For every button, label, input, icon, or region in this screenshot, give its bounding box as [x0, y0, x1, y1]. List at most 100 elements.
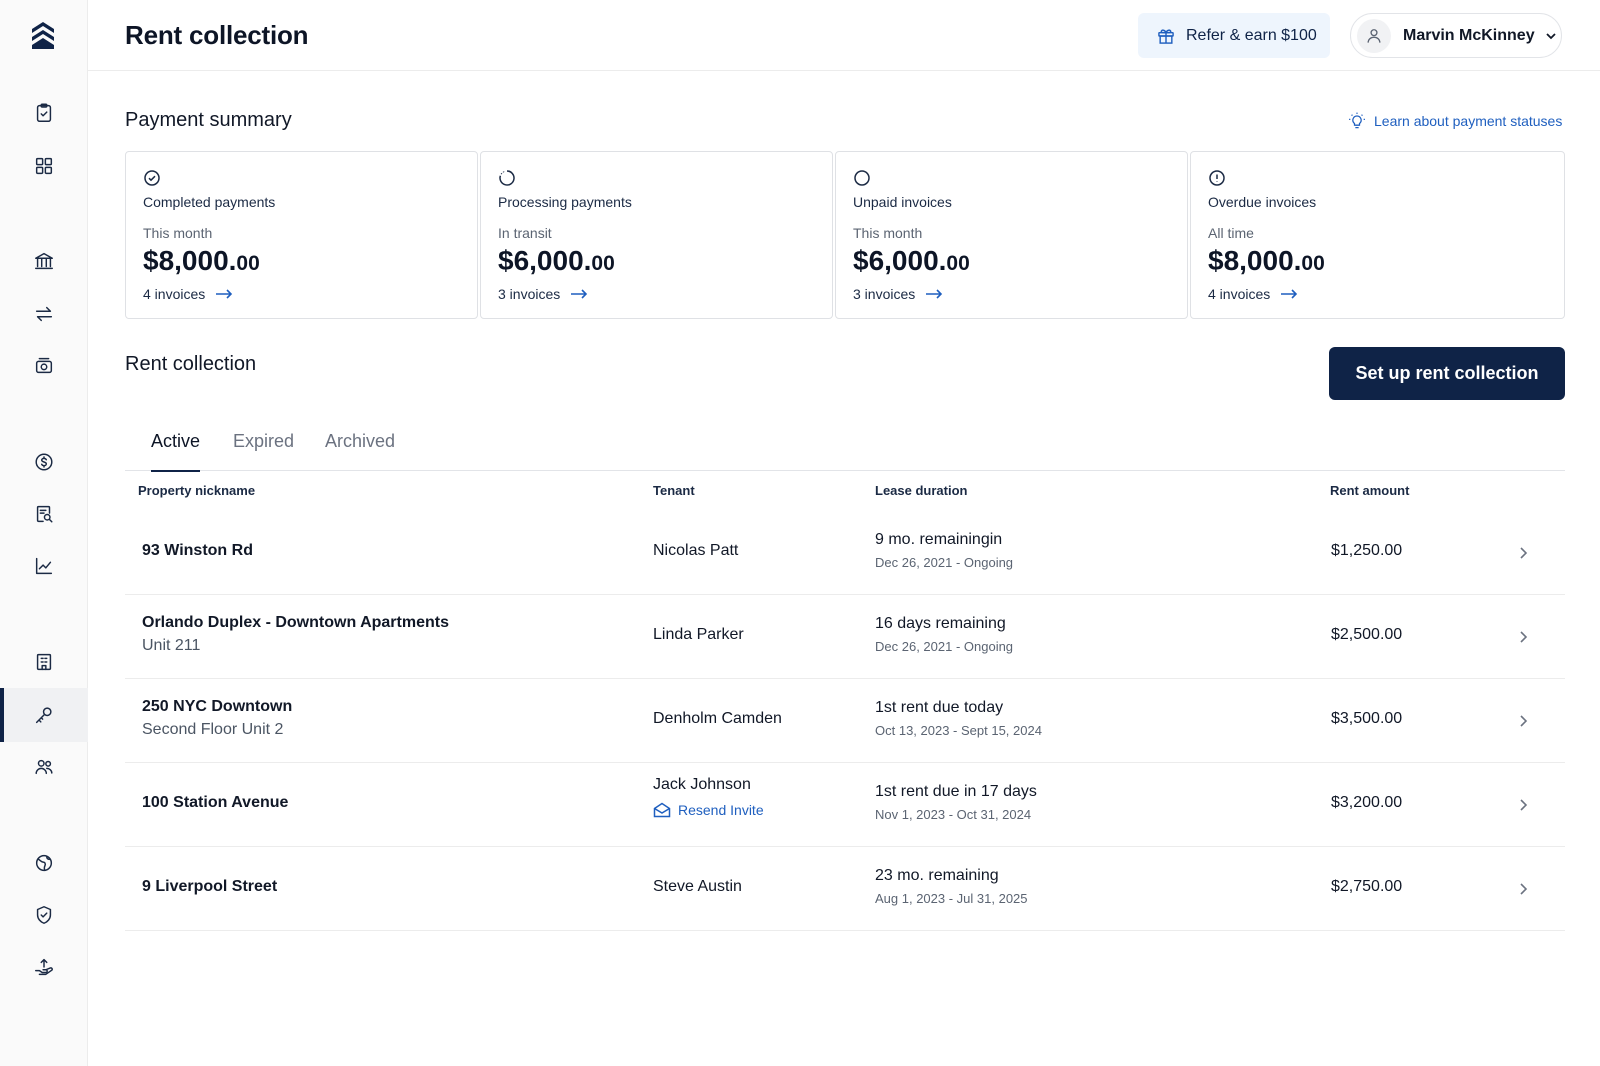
table-row[interactable]: 250 NYC Downtown Second Floor Unit 2 Den… — [125, 679, 1565, 763]
card-period: This month — [853, 225, 923, 241]
tenant-cell: Jack Johnson Resend Invite — [653, 776, 764, 818]
refer-earn-button[interactable]: Refer & earn $100 — [1138, 13, 1330, 58]
chevron-down-icon — [1545, 32, 1556, 39]
property-cell: 100 Station Avenue — [142, 794, 288, 812]
property-cell: Orlando Duplex - Downtown Apartments Uni… — [142, 614, 449, 655]
page-title: Rent collection — [125, 20, 309, 50]
tab-archived[interactable]: Archived — [325, 431, 396, 451]
property-unit: Unit 211 — [142, 637, 201, 654]
check-circle-icon — [144, 170, 160, 186]
card-amount: $6,000.00 — [853, 245, 970, 276]
hand-upload-icon — [35, 958, 53, 976]
learn-payment-statuses-link[interactable]: Learn about payment statuses — [1347, 111, 1562, 131]
lease-cell: 23 mo. remaining Aug 1, 2023 - Jul 31, 2… — [875, 867, 1028, 906]
resend-invite-link[interactable]: Resend Invite — [653, 802, 764, 818]
bank-icon — [35, 252, 53, 270]
card-period: All time — [1208, 225, 1254, 241]
sidebar-item-tenants[interactable] — [0, 740, 88, 794]
avatar — [1357, 18, 1391, 53]
column-header-tenant[interactable]: Tenant — [653, 483, 695, 498]
property-cell: 9 Liverpool Street — [142, 878, 277, 896]
sidebar-item-transfers[interactable] — [0, 287, 88, 341]
card-invoices-link[interactable]: 3 invoices — [498, 286, 588, 302]
lease-cell: 1st rent due today Oct 13, 2023 - Sept 1… — [875, 699, 1042, 738]
rent-amount: $2,500.00 — [1331, 626, 1403, 643]
user-menu-button[interactable]: Marvin McKinney — [1350, 13, 1562, 58]
rent-cell: $2,500.00 — [1331, 626, 1402, 644]
sidebar-item-tasks[interactable] — [0, 86, 88, 140]
chevron-right-icon — [1520, 715, 1528, 727]
sidebar-item-insurance[interactable] — [0, 888, 88, 942]
lightbulb-icon — [1349, 112, 1365, 129]
users-icon — [35, 759, 53, 775]
table-row[interactable]: 93 Winston Rd Nicolas Patt 9 mo. remaini… — [125, 511, 1565, 595]
lease-dates: Oct 13, 2023 - Sept 15, 2024 — [875, 723, 1042, 738]
sidebar-item-payments[interactable] — [0, 435, 88, 489]
gift-icon — [1158, 28, 1174, 44]
sidebar — [0, 0, 88, 1066]
chevron-right-icon — [1520, 883, 1528, 895]
summary-card-unpaid: Unpaid invoices This month $6,000.00 3 i… — [835, 151, 1188, 319]
column-header-property[interactable]: Property nickname — [138, 483, 256, 498]
sidebar-item-reports[interactable] — [0, 487, 88, 541]
arrow-right-icon — [1281, 289, 1298, 299]
lease-status: 23 mo. remaining — [875, 867, 999, 884]
sidebar-item-network[interactable] — [0, 836, 88, 890]
chevron-right-icon — [1520, 799, 1528, 811]
processing-circle-icon — [499, 170, 515, 186]
table-row[interactable]: Orlando Duplex - Downtown Apartments Uni… — [125, 595, 1565, 679]
rent-cell: $2,750.00 — [1331, 878, 1402, 896]
dollar-circle-icon — [35, 453, 53, 471]
rent-cell: $1,250.00 — [1331, 542, 1402, 560]
property-cell: 93 Winston Rd — [142, 542, 253, 560]
card-period: In transit — [498, 225, 552, 241]
table-row[interactable]: 100 Station Avenue Jack Johnson Resend I… — [125, 763, 1565, 847]
tenant-name: Linda Parker — [653, 626, 744, 643]
card-invoices-link[interactable]: 4 invoices — [143, 286, 233, 302]
globe-icon — [35, 854, 53, 872]
cash-icon — [35, 357, 53, 374]
lease-dates: Aug 1, 2023 - Jul 31, 2025 — [875, 891, 1028, 906]
company-logo-icon[interactable] — [28, 20, 58, 50]
setup-rent-collection-button[interactable]: Set up rent collection — [1329, 347, 1565, 400]
column-header-lease[interactable]: Lease duration — [875, 483, 968, 498]
column-header-rent[interactable]: Rent amount — [1330, 483, 1410, 498]
property-name: 100 Station Avenue — [142, 794, 289, 811]
sidebar-item-properties[interactable] — [0, 635, 88, 689]
tab-expired[interactable]: Expired — [233, 431, 295, 451]
sidebar-item-loans[interactable] — [0, 940, 88, 994]
chart-line-icon — [35, 557, 53, 575]
sidebar-item-dashboard[interactable] — [0, 139, 88, 193]
alert-circle-icon — [1209, 170, 1225, 186]
table-row[interactable]: 9 Liverpool Street Steve Austin 23 mo. r… — [125, 847, 1565, 931]
learn-link-label: Learn about payment statuses — [1374, 113, 1563, 129]
property-name: 93 Winston Rd — [142, 542, 253, 559]
envelope-icon — [653, 802, 671, 818]
card-period: This month — [143, 225, 213, 241]
arrow-right-icon — [926, 289, 943, 299]
tenant-name: Steve Austin — [653, 878, 742, 895]
lease-dates: Dec 26, 2021 - Ongoing — [875, 555, 1014, 570]
sidebar-item-cash[interactable] — [0, 339, 88, 393]
lease-status: 1st rent due today — [875, 699, 1004, 716]
card-invoices-link[interactable]: 3 invoices — [853, 286, 943, 302]
card-title: Unpaid invoices — [853, 194, 952, 210]
card-invoices-link[interactable]: 4 invoices — [1208, 286, 1298, 302]
rent-collection-title: Rent collection — [125, 353, 257, 375]
lease-tabs: Active Expired Archived — [125, 411, 1565, 472]
tenant-name: Denholm Camden — [653, 710, 782, 727]
chevron-right-icon — [1520, 547, 1528, 559]
sidebar-item-analytics[interactable] — [0, 539, 88, 593]
lease-status: 9 mo. remainingin — [875, 531, 1003, 548]
rent-amount: $3,200.00 — [1331, 794, 1403, 811]
property-name: 9 Liverpool Street — [142, 878, 278, 895]
top-header: Rent collection Refer & earn $100 Marvin… — [88, 0, 1600, 71]
summary-card-processing: Processing payments In transit $6,000.00… — [480, 151, 833, 319]
sidebar-item-banking[interactable] — [0, 234, 88, 288]
card-title: Processing payments — [498, 194, 632, 210]
tab-active[interactable]: Active — [151, 431, 201, 472]
document-search-icon — [36, 505, 53, 523]
lease-cell: 16 days remaining Dec 26, 2021 - Ongoing — [875, 615, 1013, 654]
sidebar-item-rent-collection[interactable] — [0, 688, 88, 742]
